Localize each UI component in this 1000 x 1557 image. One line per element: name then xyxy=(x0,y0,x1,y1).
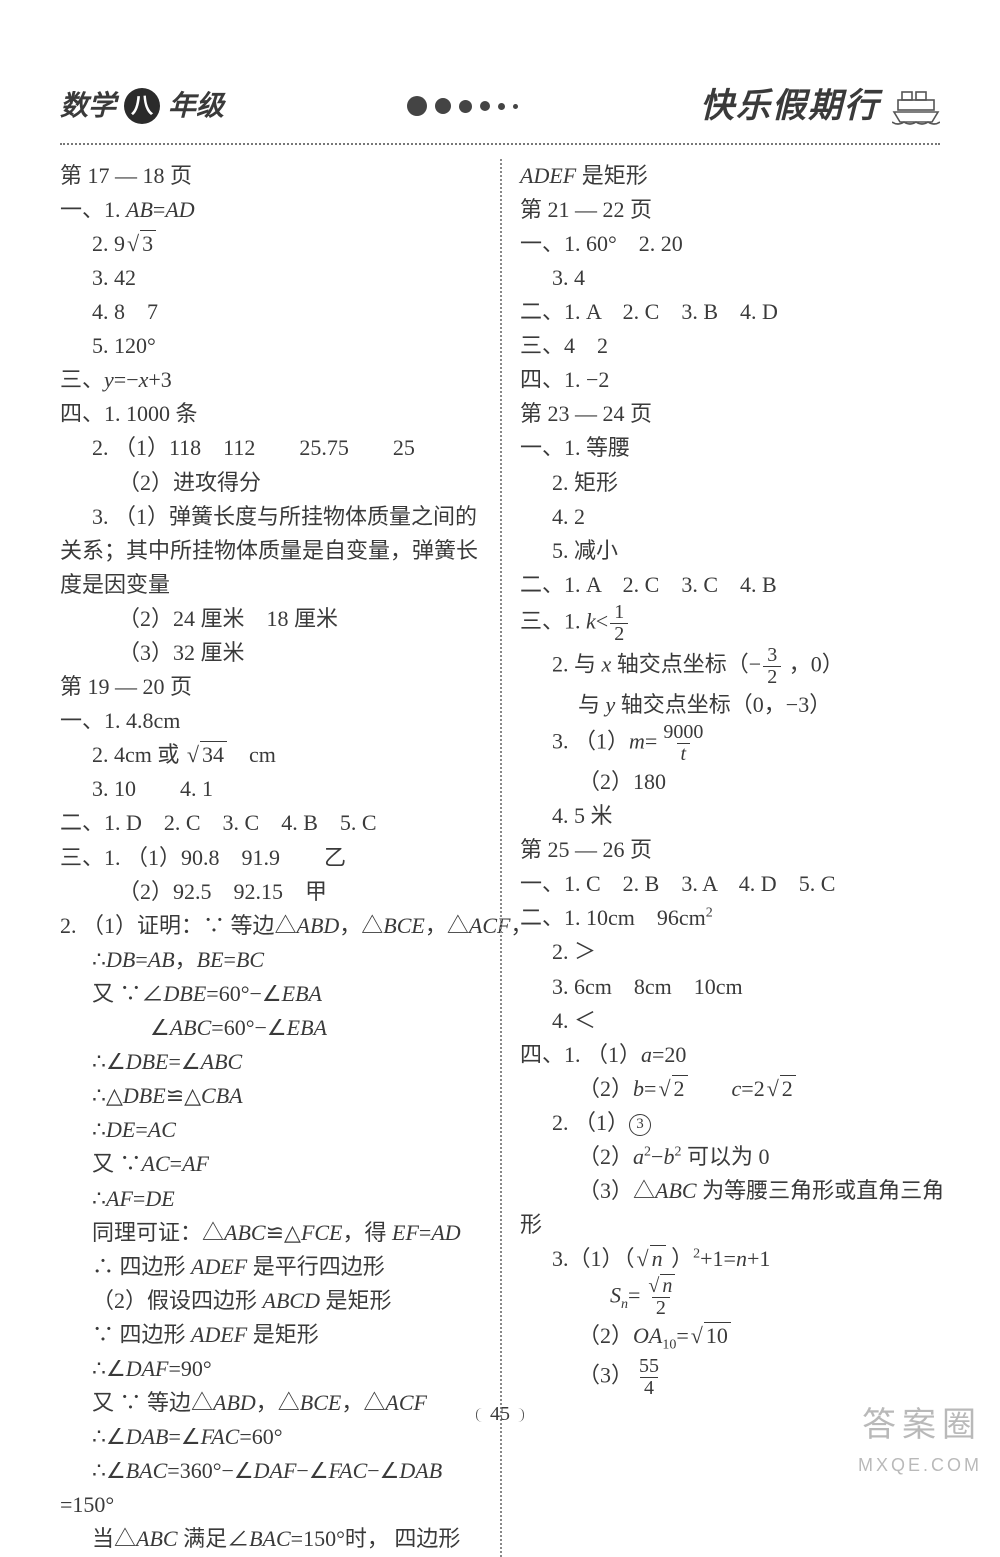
text-line: （2）a2−b2 可以为 0 xyxy=(520,1140,940,1174)
text-line: 二、1. 10cm 96cm2 xyxy=(520,901,940,935)
dot-icon xyxy=(513,104,518,109)
page-number: 45 xyxy=(482,1397,518,1432)
subject-label: 数学 xyxy=(60,85,116,128)
text-line: 三、4 2 xyxy=(520,329,940,363)
text-line: 2. （1）3 xyxy=(520,1106,940,1140)
text-line: 3. 10 4. 1 xyxy=(60,772,482,806)
text-line: Sn=√n2 xyxy=(520,1276,940,1319)
text-line: 2. 9√3 xyxy=(60,227,482,261)
page-number-wrap: 45 xyxy=(0,1396,1000,1432)
text-line: 2. 与 x 轴交点坐标（−32 ，0） xyxy=(520,645,940,688)
text-line: 二、1. D 2. C 3. C 4. B 5. C xyxy=(60,806,482,840)
text-line: 第 19 — 20 页 xyxy=(60,670,482,704)
text-line: 4. 8 7 xyxy=(60,295,482,329)
text-line: 2. 4cm 或 √34 cm xyxy=(60,738,482,772)
text-line: 3. 6cm 8cm 10cm xyxy=(520,970,940,1004)
header-right: 快乐假期行 xyxy=(700,80,940,133)
text-line: 2. ＞ xyxy=(520,935,940,969)
text-line: 第 21 — 22 页 xyxy=(520,193,940,227)
text-line: 二、1. A 2. C 3. C 4. B xyxy=(520,568,940,602)
text-line: 第 17 — 18 页 xyxy=(60,159,482,193)
header-divider xyxy=(60,143,940,145)
text-line: 与 y 轴交点坐标（0，−3） xyxy=(520,688,940,722)
text-line: 四、1. （1）a=20 xyxy=(520,1038,940,1072)
decorative-dots xyxy=(407,96,518,116)
dot-icon xyxy=(407,96,427,116)
text-line: 四、1. −2 xyxy=(520,363,940,397)
text-line: 一、1. 4.8cm xyxy=(60,704,482,738)
text-line: 4. 5 米 xyxy=(520,799,940,833)
text-line: 5. 减小 xyxy=(520,534,940,568)
text-line: ∴∠DAF=90° xyxy=(60,1352,482,1386)
text-line: （2）24 厘米 18 厘米 xyxy=(60,602,482,636)
watermark: 答案圈 MXQE.COM xyxy=(858,1399,982,1480)
series-title: 快乐假期行 xyxy=(700,80,880,133)
text-line: 三、y=−x+3 xyxy=(60,363,482,397)
grade-suffix: 年级 xyxy=(168,85,224,128)
text-line: 同理可证：△ABC≌△FCE，得 EF=AD xyxy=(60,1216,482,1250)
text-line: 5. 120° xyxy=(60,329,482,363)
text-line: 4. ＜ xyxy=(520,1004,940,1038)
text-line: 第 23 — 24 页 xyxy=(520,397,940,431)
text-line: （2）b=√2 c=2√2 xyxy=(520,1072,940,1106)
text-line: =150° xyxy=(60,1488,482,1522)
text-line: ∴∠BAC=360°−∠DAF−∠FAC−∠DAB xyxy=(60,1454,482,1488)
dot-icon xyxy=(459,100,472,113)
dot-icon xyxy=(480,101,490,111)
text-line: 一、1. C 2. B 3. A 4. D 5. C xyxy=(520,867,940,901)
page: 数学 八 年级 快乐假期行 第 17 — 18 页一、1. AB=AD2. 9√… xyxy=(0,0,1000,1492)
text-line: ∴DE=AC xyxy=(60,1113,482,1147)
text-line: 3. 4 xyxy=(520,261,940,295)
text-line: （2）OA10=√10 xyxy=(520,1319,940,1356)
text-line: ∴ 四边形 ADEF 是平行四边形 xyxy=(60,1250,482,1284)
text-line: 四、1. 1000 条 xyxy=(60,397,482,431)
text-line: 3. 42 xyxy=(60,261,482,295)
text-line: 三、1. （1）90.8 91.9 乙 xyxy=(60,841,482,875)
text-line: 一、1. AB=AD xyxy=(60,193,482,227)
text-line: ∴∠DBE=∠ABC xyxy=(60,1045,482,1079)
text-line: 3. （1）弹簧长度与所挂物体质量之间的 xyxy=(60,500,482,534)
left-column: 第 17 — 18 页一、1. AB=AD2. 9√33. 424. 8 75.… xyxy=(60,159,500,1557)
right-column: ADEF 是矩形第 21 — 22 页一、1. 60° 2. 203. 4二、1… xyxy=(500,159,940,1557)
text-line: 又 ∵AC=AF xyxy=(60,1147,482,1181)
text-line: （2）假设四边形 ABCD 是矩形 xyxy=(60,1284,482,1318)
text-line: （2）进攻得分 xyxy=(60,466,482,500)
watermark-line1: 答案圈 xyxy=(858,1399,982,1452)
ship-icon xyxy=(892,86,940,126)
text-line: 4. 2 xyxy=(520,500,940,534)
text-line: （3）554 xyxy=(520,1356,940,1399)
text-line: ADEF 是矩形 xyxy=(520,159,940,193)
text-line: 2. （1）证明：∵ 等边△ABD，△BCE，△ACF， xyxy=(60,909,482,943)
text-line: ∴AF=DE xyxy=(60,1182,482,1216)
text-line: （3）△ABC 为等腰三角形或直角三角 xyxy=(520,1174,940,1208)
page-header: 数学 八 年级 快乐假期行 xyxy=(60,80,940,133)
header-left: 数学 八 年级 xyxy=(60,85,224,128)
text-line: 形 xyxy=(520,1208,940,1242)
text-line: ∵ 四边形 ADEF 是矩形 xyxy=(60,1318,482,1352)
grade-circle: 八 xyxy=(124,88,160,124)
text-line: 三、1. k<12 xyxy=(520,602,940,645)
text-line: 又 ∵∠DBE=60°−∠EBA xyxy=(60,977,482,1011)
text-line: 关系；其中所挂物体质量是自变量，弹簧长 xyxy=(60,534,482,568)
dot-icon xyxy=(435,98,451,114)
text-line: 一、1. 60° 2. 20 xyxy=(520,227,940,261)
dot-icon xyxy=(498,103,505,110)
text-line: ∠ABC=60°−∠EBA xyxy=(60,1011,482,1045)
text-line: （3）32 厘米 xyxy=(60,636,482,670)
text-line: 第 25 — 26 页 xyxy=(520,833,940,867)
text-line: ∴DB=AB，BE=BC xyxy=(60,943,482,977)
text-line: 一、1. 等腰 xyxy=(520,431,940,465)
text-line: （2）180 xyxy=(520,765,940,799)
text-line: ∴△DBE≌△CBA xyxy=(60,1079,482,1113)
content-columns: 第 17 — 18 页一、1. AB=AD2. 9√33. 424. 8 75.… xyxy=(60,159,940,1557)
text-line: 2. 矩形 xyxy=(520,466,940,500)
text-line: 度是因变量 xyxy=(60,568,482,602)
text-line: 当△ABC 满足∠BAC=150°时， 四边形 xyxy=(60,1522,482,1556)
text-line: 2. （1）118 112 25.75 25 xyxy=(60,431,482,465)
text-line: 3. （1）m=9000t xyxy=(520,722,940,765)
text-line: （2）92.5 92.15 甲 xyxy=(60,875,482,909)
text-line: 3.（1）（√n ）2+1=n+1 xyxy=(520,1242,940,1276)
watermark-line2: MXQE.COM xyxy=(858,1452,982,1480)
text-line: 二、1. A 2. C 3. B 4. D xyxy=(520,295,940,329)
